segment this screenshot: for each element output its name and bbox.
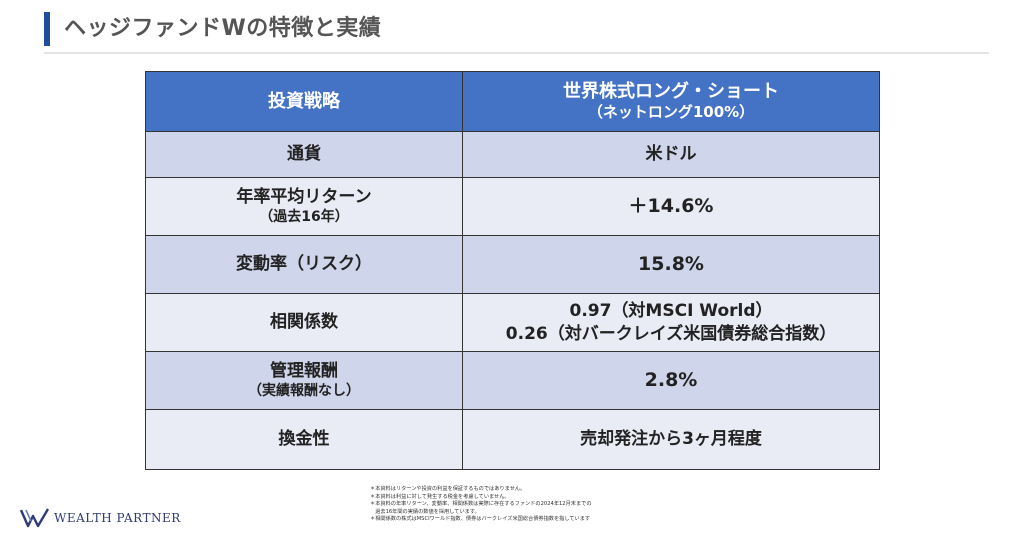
disclaimer-note: ＊本資料は利益に対して発生する税金を考慮していません。: [370, 493, 510, 500]
table-row: 年率平均リターン （過去16年） ＋14.6%: [145, 177, 880, 236]
table-row: 通貨 米ドル: [145, 131, 880, 178]
row-value: 15.8%: [638, 253, 704, 276]
row-value-cell: 米ドル: [462, 131, 880, 178]
table-row: 相関係数 0.97（対MSCI World） 0.26（対バークレイズ米国債券総…: [145, 293, 880, 352]
row-label: 管理報酬: [270, 361, 338, 382]
title-accent-bar: [44, 12, 50, 46]
row-value-line1: 0.97（対MSCI World）: [569, 301, 773, 322]
wealth-partner-logo: WEALTH PARTNER: [20, 505, 181, 531]
row-value-line2: 0.26（対バークレイズ米国債券総合指数）: [505, 323, 837, 344]
row-value-cell: ＋14.6%: [462, 177, 880, 236]
header-value-line1: 世界株式ロング・ショート: [563, 81, 779, 103]
row-value: 2.8%: [644, 369, 698, 392]
row-label-cell: 年率平均リターン （過去16年）: [145, 177, 463, 236]
disclaimer-note: ＊本資料はリターンや投資の利益を保証するものではありません。: [370, 486, 526, 492]
header-label-cell: 投資戦略: [145, 71, 463, 132]
row-label: 年率平均リターン: [236, 187, 372, 208]
table-header-row: 投資戦略 世界株式ロング・ショート （ネットロング100%）: [145, 71, 880, 132]
row-label-cell: 換金性: [145, 409, 463, 470]
row-label-cell: 通貨: [145, 131, 463, 178]
row-label: 変動率（リスク）: [236, 254, 372, 275]
row-label-cell: 変動率（リスク）: [145, 235, 463, 294]
row-label-sub: （実績報酬なし）: [248, 383, 360, 400]
row-label-cell: 相関係数: [145, 293, 463, 352]
header-value-line2: （ネットロング100%）: [587, 103, 755, 122]
fund-spec-table: 投資戦略 世界株式ロング・ショート （ネットロング100%） 通貨 米ドル 年率…: [145, 71, 880, 470]
disclaimer-note: 過去16年間の実績の数値を採用しています。: [370, 508, 480, 515]
row-label: 相関係数: [270, 312, 338, 333]
row-value: 米ドル: [645, 144, 697, 165]
row-value-cell: 売却発注から3ヶ月程度: [462, 409, 880, 470]
header-label: 投資戦略: [268, 90, 340, 112]
row-value-cell: 15.8%: [462, 235, 880, 294]
row-value: 売却発注から3ヶ月程度: [580, 429, 762, 450]
disclaimer-notes: ＊本資料はリターンや投資の利益を保証するものではありません。 ＊本資料は利益に対…: [370, 486, 670, 524]
row-label: 通貨: [287, 144, 321, 165]
row-value-cell: 0.97（対MSCI World） 0.26（対バークレイズ米国債券総合指数）: [462, 293, 880, 352]
page-title: ヘッジファンドWの特徴と実績: [64, 16, 382, 41]
disclaimer-note: ＊本資料の年率リターン、変動率、相関係数は実際に存在するファンドの2024年12…: [370, 501, 592, 508]
disclaimer-note: ＊相関係数の株式はMSCIワールド指数、債券はバークレイズ米国総合債券指数を指し…: [370, 516, 591, 523]
row-value: ＋14.6%: [628, 195, 714, 218]
logo-text: WEALTH PARTNER: [54, 511, 181, 525]
table-row: 換金性 売却発注から3ヶ月程度: [145, 409, 880, 470]
row-label: 換金性: [278, 429, 330, 450]
header-value-cell: 世界株式ロング・ショート （ネットロング100%）: [462, 71, 880, 132]
row-label-cell: 管理報酬 （実績報酬なし）: [145, 351, 463, 410]
title-divider: [44, 52, 989, 54]
table-row: 変動率（リスク） 15.8%: [145, 235, 880, 294]
row-label-sub: （過去16年）: [259, 209, 349, 226]
logo-w-icon: [20, 508, 50, 528]
table-row: 管理報酬 （実績報酬なし） 2.8%: [145, 351, 880, 410]
row-value-cell: 2.8%: [462, 351, 880, 410]
